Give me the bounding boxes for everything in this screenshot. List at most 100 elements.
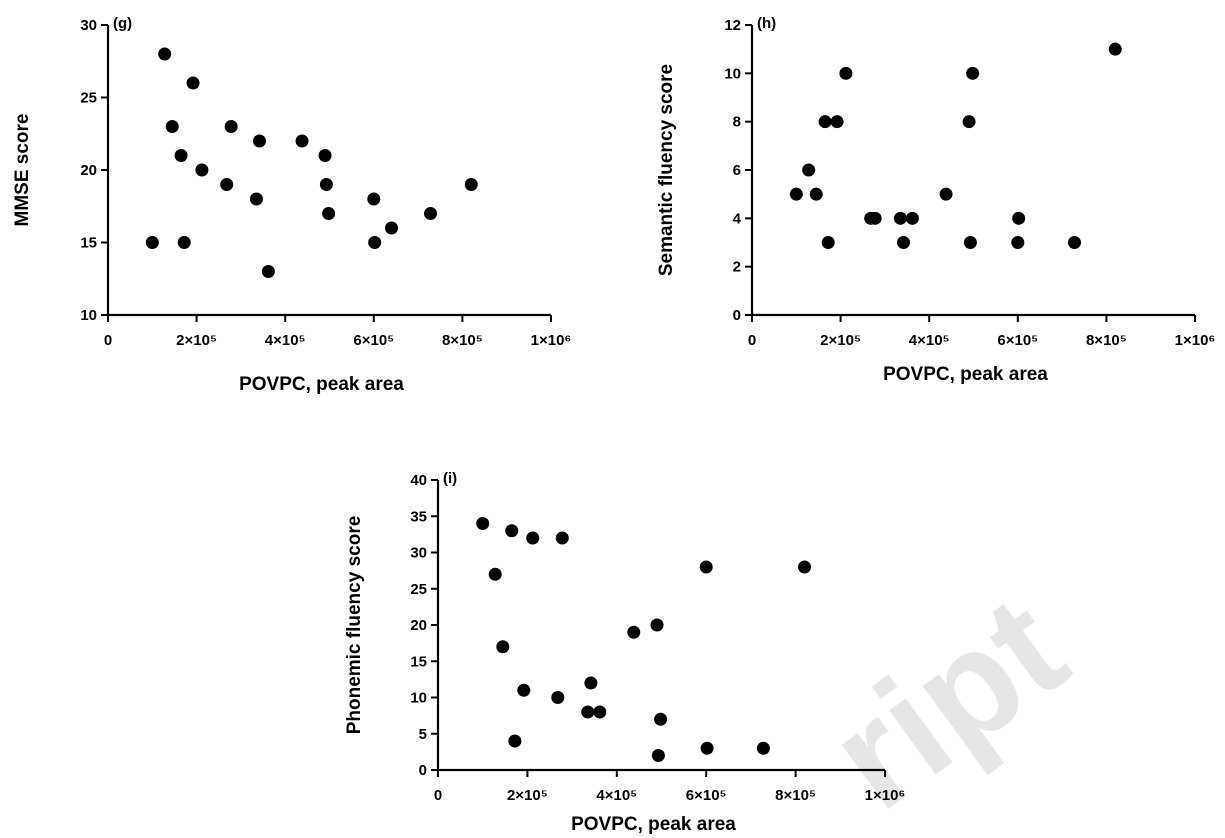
chart-0-x-tick-label: 4×10⁵ <box>265 332 306 349</box>
chart-1-point <box>966 66 980 80</box>
chart-2-point <box>488 567 502 581</box>
chart-2-point <box>517 683 531 697</box>
chart-2-point <box>584 676 598 690</box>
chart-2-x-tick-label: 8×10⁵ <box>775 787 816 804</box>
chart-0-point <box>165 120 179 133</box>
chart-0-x-tick-label: 1×10⁶ <box>531 332 572 349</box>
chart-0-y-axis-label: MMSE score <box>12 114 33 227</box>
chart-0-x-tick-label: 8×10⁵ <box>442 332 483 349</box>
chart-1-x-tick-label: 1×10⁶ <box>1175 332 1216 349</box>
chart-2-y-tick-label: 15 <box>410 653 427 670</box>
chart-1-x-tick-label: 4×10⁵ <box>909 332 950 349</box>
chart-0-point <box>186 76 200 90</box>
chart-1-point <box>1012 211 1026 225</box>
scatter-panel-g: 10 15 20 25 30 0 2×10⁵ 4×10⁵ 6×10⁵ 8×10⁵ 1×10⁶ (g) P… <box>12 15 571 395</box>
chart-1-x-tick-label: 6×10⁵ <box>997 332 1038 349</box>
chart-1-point <box>1108 42 1122 56</box>
chart-2-y-tick-label: 25 <box>410 581 427 598</box>
chart-0-point <box>424 207 438 220</box>
chart-2-point <box>651 749 665 762</box>
chart-2-point <box>555 531 569 545</box>
chart-0-point <box>220 178 234 191</box>
chart-0-point <box>158 47 172 61</box>
chart-2-point <box>700 741 714 755</box>
chart-0-point <box>322 207 336 220</box>
chart-1-x-axis-label: POVPC, peak area <box>883 364 1048 385</box>
chart-0-point <box>249 192 263 206</box>
chart-0-point <box>367 192 381 206</box>
chart-0-x-tick-label: 6×10⁵ <box>353 332 394 349</box>
chart-1-point <box>830 115 844 129</box>
chart-2-y-tick-label: 5 <box>419 726 427 743</box>
chart-1-point <box>809 187 823 201</box>
chart-2-point <box>699 560 713 574</box>
chart-1-point <box>893 211 907 225</box>
chart-1-point <box>802 163 816 177</box>
chart-2-point <box>650 618 664 632</box>
chart-1-point <box>821 236 835 249</box>
chart-1-panel-label: (h) <box>757 15 776 32</box>
chart-2-point <box>798 560 812 574</box>
chart-0-y-tick-label: 20 <box>80 162 97 179</box>
chart-2-x-tick-label: 2×10⁵ <box>507 787 548 804</box>
chart-0-point <box>145 236 159 249</box>
chart-1-y-tick-label: 2 <box>733 259 741 276</box>
chart-2-y-tick-label: 35 <box>410 508 427 525</box>
chart-1-point <box>962 115 976 129</box>
chart-1-point <box>963 236 977 249</box>
chart-1-point <box>1068 236 1082 249</box>
chart-0-point <box>195 163 209 177</box>
chart-0-point <box>318 149 332 162</box>
chart-0-point <box>224 120 238 133</box>
chart-2-x-tick-label: 1×10⁶ <box>865 787 906 804</box>
chart-2-point <box>476 517 490 530</box>
chart-0-point <box>464 178 478 191</box>
chart-1-point <box>839 66 853 80</box>
chart-0-point <box>295 134 309 148</box>
chart-2-y-tick-label: 0 <box>419 762 427 779</box>
chart-0-point <box>319 178 333 191</box>
chart-0-y-tick-label: 25 <box>80 90 97 107</box>
scatter-panel-i: 0 5 10 15 20 25 30 35 40 0 2×10⁵ 4×10⁵ 6×10⁵ 8×10⁵ 1×1… <box>344 470 905 835</box>
chart-2-x-tick-label: 4×10⁵ <box>596 787 637 804</box>
chart-2-point <box>756 741 770 755</box>
chart-0-x-tick-label: 0 <box>104 332 112 349</box>
chart-1-x-tick-label: 8×10⁵ <box>1086 332 1127 349</box>
chart-1-y-axis-label: Semantic fluency score <box>656 64 677 276</box>
chart-2-point <box>505 524 519 538</box>
chart-0-point <box>174 149 188 162</box>
chart-2-point <box>627 625 641 639</box>
chart-1-point <box>897 236 911 249</box>
chart-2-point <box>581 705 595 719</box>
chart-2-y-tick-label: 20 <box>410 617 427 634</box>
chart-0-x-axis-label: POVPC, peak area <box>239 374 404 395</box>
chart-1-y-tick-label: 8 <box>733 114 741 131</box>
chart-2-y-tick-label: 40 <box>410 472 427 489</box>
chart-1-y-tick-label: 0 <box>733 307 741 324</box>
chart-0-y-tick-label: 30 <box>80 17 97 34</box>
chart-2-x-tick-label: 0 <box>434 787 442 804</box>
chart-1-point <box>789 187 803 201</box>
chart-0-point <box>253 134 267 148</box>
chart-1-x-tick-label: 0 <box>748 332 756 349</box>
chart-1-point <box>939 187 953 201</box>
chart-1-point <box>868 211 882 225</box>
chart-0-point <box>177 236 191 249</box>
chart-0-y-tick-label: 10 <box>80 307 97 324</box>
scatter-panel-h: 0 2 4 6 8 10 12 0 2×10⁵ 4×10⁵ 6×10⁵ 8×10⁵ 1×10⁶ (h) PO… <box>656 15 1215 385</box>
chart-1-point <box>905 211 919 225</box>
chart-2-point <box>508 734 522 748</box>
chart-2-point <box>496 640 510 654</box>
chart-1-point <box>818 115 832 129</box>
watermark: ript <box>800 563 1094 838</box>
chart-2-panel-label: (i) <box>443 470 457 487</box>
chart-1-x-tick-label: 2×10⁵ <box>820 332 861 349</box>
chart-0-point <box>261 265 275 278</box>
chart-0-x-tick-label: 2×10⁵ <box>176 332 217 349</box>
chart-1-y-tick-label: 10 <box>724 65 741 82</box>
chart-2-y-axis-label: Phonemic fluency score <box>344 516 365 735</box>
chart-0-point <box>368 236 382 249</box>
chart-1-y-tick-label: 4 <box>733 210 742 227</box>
chart-2-x-tick-label: 6×10⁵ <box>686 787 727 804</box>
chart-0-point <box>385 221 399 235</box>
